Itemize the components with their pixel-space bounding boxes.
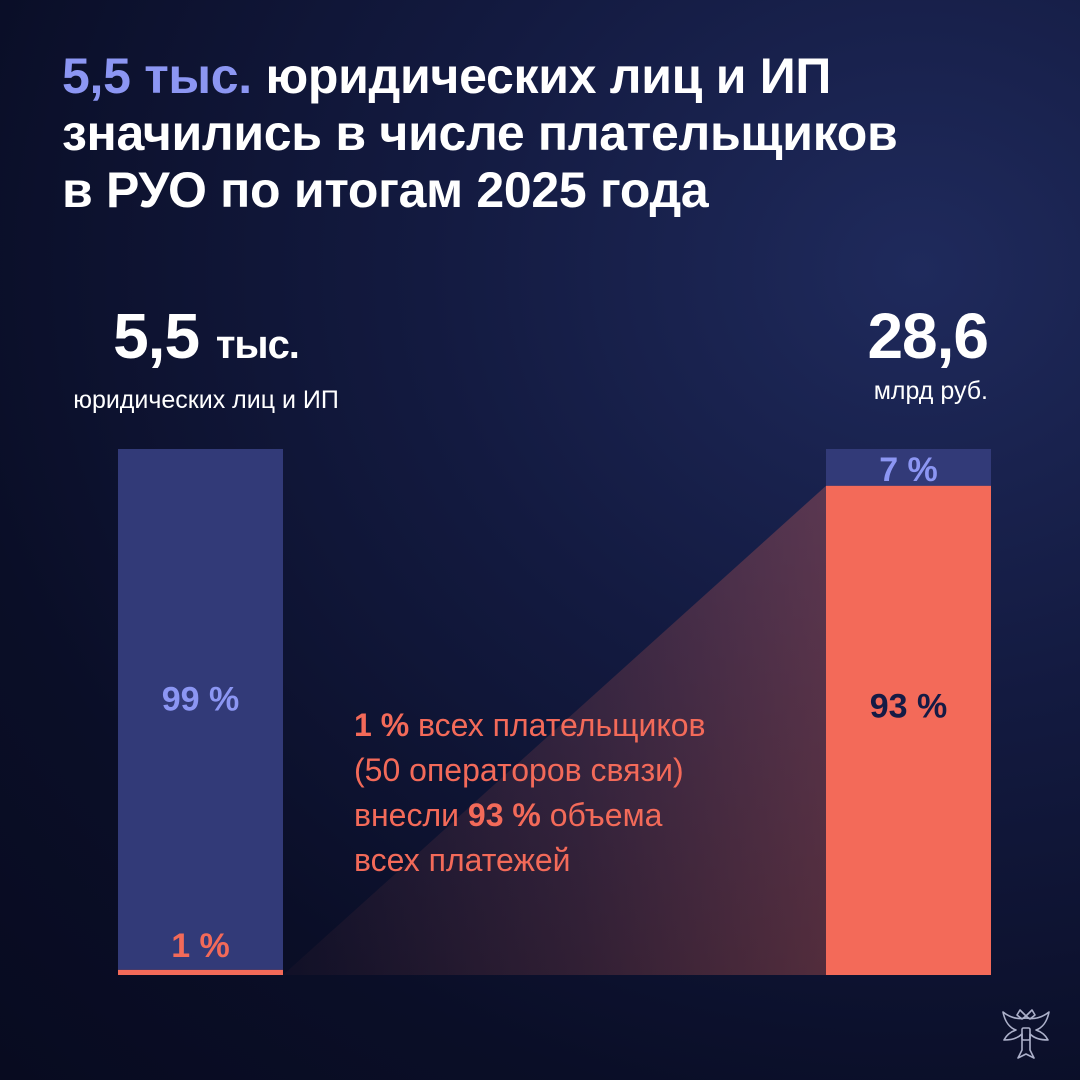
bar-left-segment-1pct [118, 969, 283, 975]
bar-labels: 99 % 1 % 7 % 93 % [162, 451, 948, 965]
right-stat-label: млрд руб. [873, 377, 988, 405]
right-stat: 28,6 млрд руб. [867, 300, 989, 406]
bar-left-group [118, 449, 283, 975]
emblem-icon [1002, 1009, 1050, 1059]
headline-line2: значились в числе плательщиков [62, 105, 898, 161]
headline-line1: юридических лиц и ИП [251, 48, 832, 104]
bar-right-label-93pct: 93 % [870, 687, 948, 725]
bar-right-group [826, 449, 991, 975]
bar-left-label-99pct: 99 % [162, 680, 240, 718]
bar-left-label-1pct: 1 % [171, 927, 230, 965]
note-bold-1: 1 % [354, 707, 410, 743]
bar-right-segment-7pct [826, 449, 991, 486]
annotation-note: 1 % всех плательщиков (50 операторов свя… [354, 703, 794, 883]
bar-right-label-7pct: 7 % [879, 451, 938, 489]
note-line-4: всех платежей [354, 842, 571, 878]
note-text-3: внесли [354, 797, 468, 833]
connector-wedge [283, 485, 826, 975]
left-stat-unit: тыс. [215, 323, 300, 367]
note-line-2: (50 операторов связи) [354, 752, 684, 788]
note-text-3b: объема [540, 797, 663, 833]
headline-accent: 5,5 тыс. [62, 48, 252, 104]
note-text-1: всех плательщиков [409, 707, 706, 743]
left-stat: 5,5 тыс. юридических лиц и ИП [36, 302, 376, 415]
right-stat-value: 28,6 [867, 300, 989, 372]
left-stat-value: 5,5 [113, 300, 200, 372]
bar-right-segment-93pct [826, 485, 991, 975]
headline-line3: в РУО по итогам 2025 года [62, 162, 709, 218]
note-bold-3: 93 % [467, 797, 541, 833]
bar-left-segment-99pct [118, 449, 283, 970]
headline: 5,5 тыс. юридических лиц и ИП значились … [62, 48, 1022, 219]
left-stat-label: юридических лиц и ИП [73, 386, 339, 414]
